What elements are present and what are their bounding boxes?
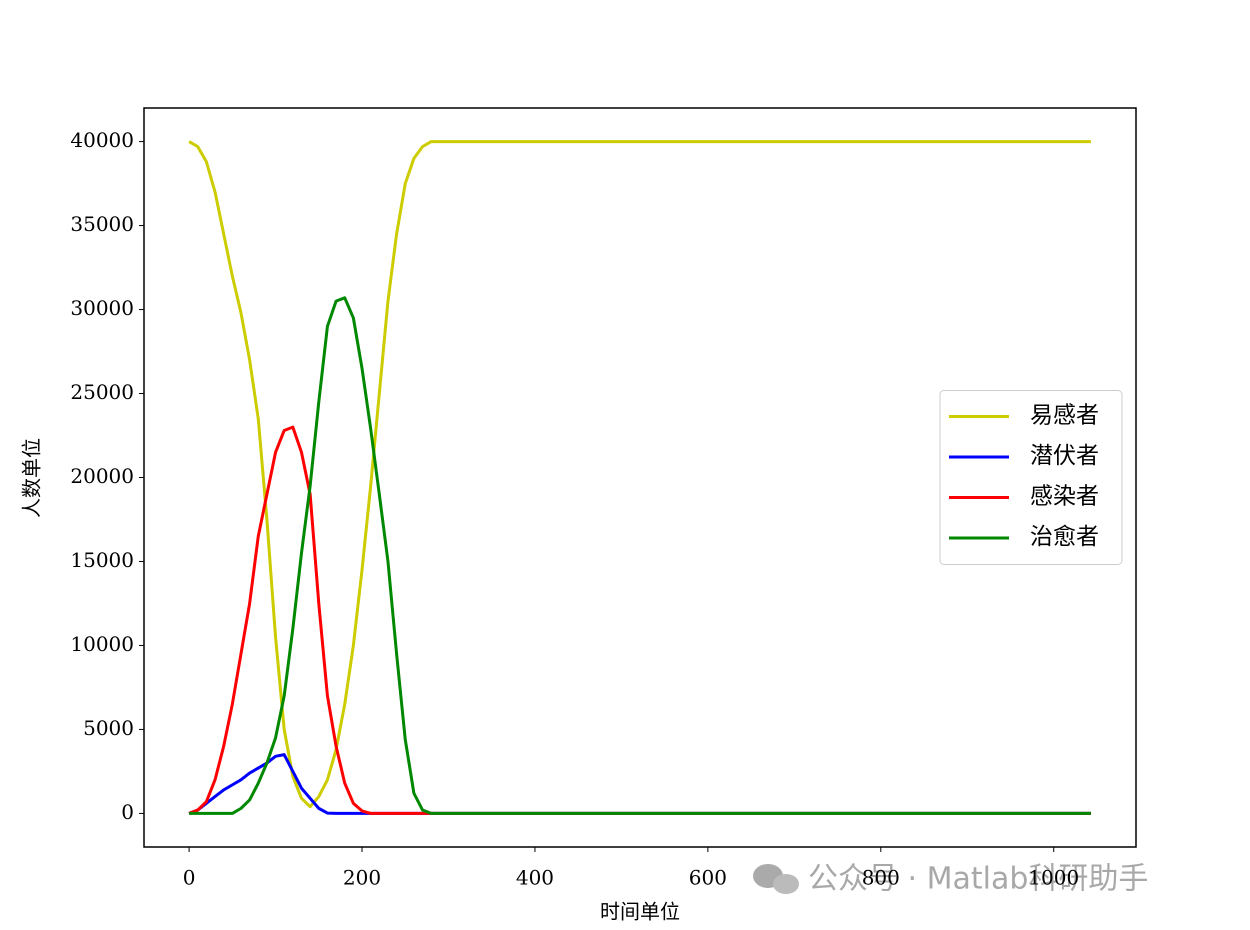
y-tick-label: 25000	[70, 380, 134, 404]
x-tick-label: 0	[183, 866, 196, 890]
y-tick-label: 40000	[70, 128, 134, 152]
x-tick-label: 400	[516, 866, 554, 890]
legend-frame	[939, 390, 1123, 565]
x-tick-label: 800	[862, 866, 900, 890]
y-tick-label: 15000	[70, 548, 134, 572]
x-axis-label: 时间单位	[600, 900, 680, 924]
series-line	[189, 296, 1091, 815]
y-tick-label: 20000	[70, 464, 134, 488]
x-tick-label: 200	[343, 866, 381, 890]
y-tick-label: 35000	[70, 212, 134, 236]
x-tick-label: 600	[689, 866, 727, 890]
x-tick-label: 1000	[1028, 866, 1079, 890]
legend-label: 易感者	[1030, 403, 1099, 429]
y-tick-label: 5000	[83, 716, 134, 740]
series-line	[188, 140, 1091, 809]
y-tick-label: 30000	[70, 296, 134, 320]
y-tick-label: 0	[121, 800, 134, 824]
legend-label: 治愈者	[1030, 524, 1099, 550]
watermark: 公众号 · Matlab科研助手	[808, 862, 1148, 897]
legend-label: 潜伏者	[1030, 443, 1099, 469]
y-axis-label: 人数单位	[20, 438, 44, 518]
legend-label: 感染者	[1030, 484, 1099, 510]
watermark-icon	[753, 864, 799, 894]
y-tick-label: 10000	[70, 632, 134, 656]
